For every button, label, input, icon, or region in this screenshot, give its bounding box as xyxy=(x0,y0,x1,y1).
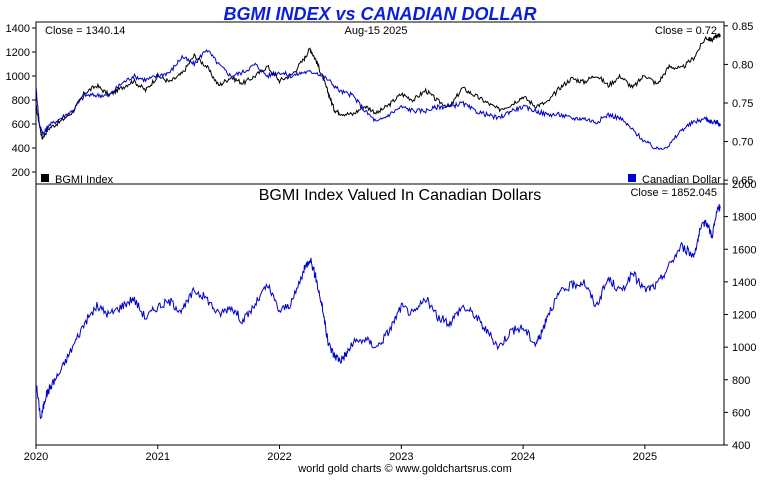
bottom-panel-title: BGMI Index Valued In Canadian Dollars xyxy=(259,187,542,204)
bottom-tick-label-1: 1800 xyxy=(732,212,756,224)
top-left-tick-label-0: 1400 xyxy=(6,23,30,35)
bottom-close-label: Close = 1852.045 xyxy=(630,187,717,199)
bottom-tick-label-5: 1000 xyxy=(732,342,756,354)
top-right-tick-label-3: 0.70 xyxy=(732,137,753,149)
bottom-tick-label-6: 800 xyxy=(732,375,750,387)
left-close-label: Close = 1340.14 xyxy=(45,25,125,37)
x-tick-label-3: 2023 xyxy=(389,451,413,463)
top-left-tick-label-3: 800 xyxy=(12,95,30,107)
bottom-panel-frame xyxy=(35,183,725,446)
series-line-bgmi-index xyxy=(35,33,721,140)
chart-title: BGMI INDEX vs CANADIAN DOLLAR xyxy=(223,4,536,24)
top-right-tick-label-4: 0.65 xyxy=(732,175,753,187)
top-series-lines xyxy=(35,33,721,151)
top-right-tick-label-0: 0.85 xyxy=(732,21,753,33)
x-axis: 2020 2021 2022 2023 2024 2025 xyxy=(24,445,657,463)
bottom-right-axis: 2000 1800 1600 1400 1200 1000 800 600 400 xyxy=(724,179,756,452)
legend-swatch-bgmi xyxy=(41,174,49,182)
bottom-tick-label-7: 600 xyxy=(732,407,750,419)
legend-label-cad: Canadian Dollar xyxy=(642,174,721,186)
top-right-axis: 0.85 0.80 0.75 0.70 0.65 xyxy=(724,21,753,187)
bottom-tick-label-4: 1200 xyxy=(732,310,756,322)
bottom-tick-label-0: 2000 xyxy=(732,179,756,191)
right-close-label: Close = 0.72 xyxy=(655,25,717,37)
top-left-tick-label-2: 1000 xyxy=(6,71,30,83)
x-tick-label-1: 2021 xyxy=(146,451,170,463)
top-right-tick-label-1: 0.80 xyxy=(732,59,753,71)
legend-swatch-cad xyxy=(628,174,636,182)
footer-credit: world gold charts © www.goldchartsrus.co… xyxy=(297,463,512,475)
top-panel-frame xyxy=(35,21,725,185)
bottom-tick-label-2: 1600 xyxy=(732,244,756,256)
bottom-series-lines xyxy=(35,203,721,420)
top-left-tick-label-4: 600 xyxy=(12,119,30,131)
legend-label-bgmi: BGMI Index xyxy=(55,174,114,186)
bottom-tick-label-3: 1400 xyxy=(732,277,756,289)
top-left-tick-label-1: 1200 xyxy=(6,47,30,59)
bottom-tick-label-8: 400 xyxy=(732,440,750,452)
x-tick-label-0: 2020 xyxy=(24,451,48,463)
top-left-axis: 1400 1200 1000 800 600 400 200 xyxy=(6,23,36,179)
x-tick-label-2: 2022 xyxy=(267,451,291,463)
top-left-tick-label-5: 400 xyxy=(12,143,30,155)
top-right-tick-label-2: 0.75 xyxy=(732,98,753,110)
series-line-canadian-dollar xyxy=(35,48,721,151)
series-line-bgmi-in-cad xyxy=(35,203,721,420)
date-label: Aug-15 2025 xyxy=(345,25,408,37)
top-left-tick-label-6: 200 xyxy=(12,167,30,179)
x-tick-label-4: 2024 xyxy=(511,451,535,463)
x-tick-label-5: 2025 xyxy=(633,451,657,463)
